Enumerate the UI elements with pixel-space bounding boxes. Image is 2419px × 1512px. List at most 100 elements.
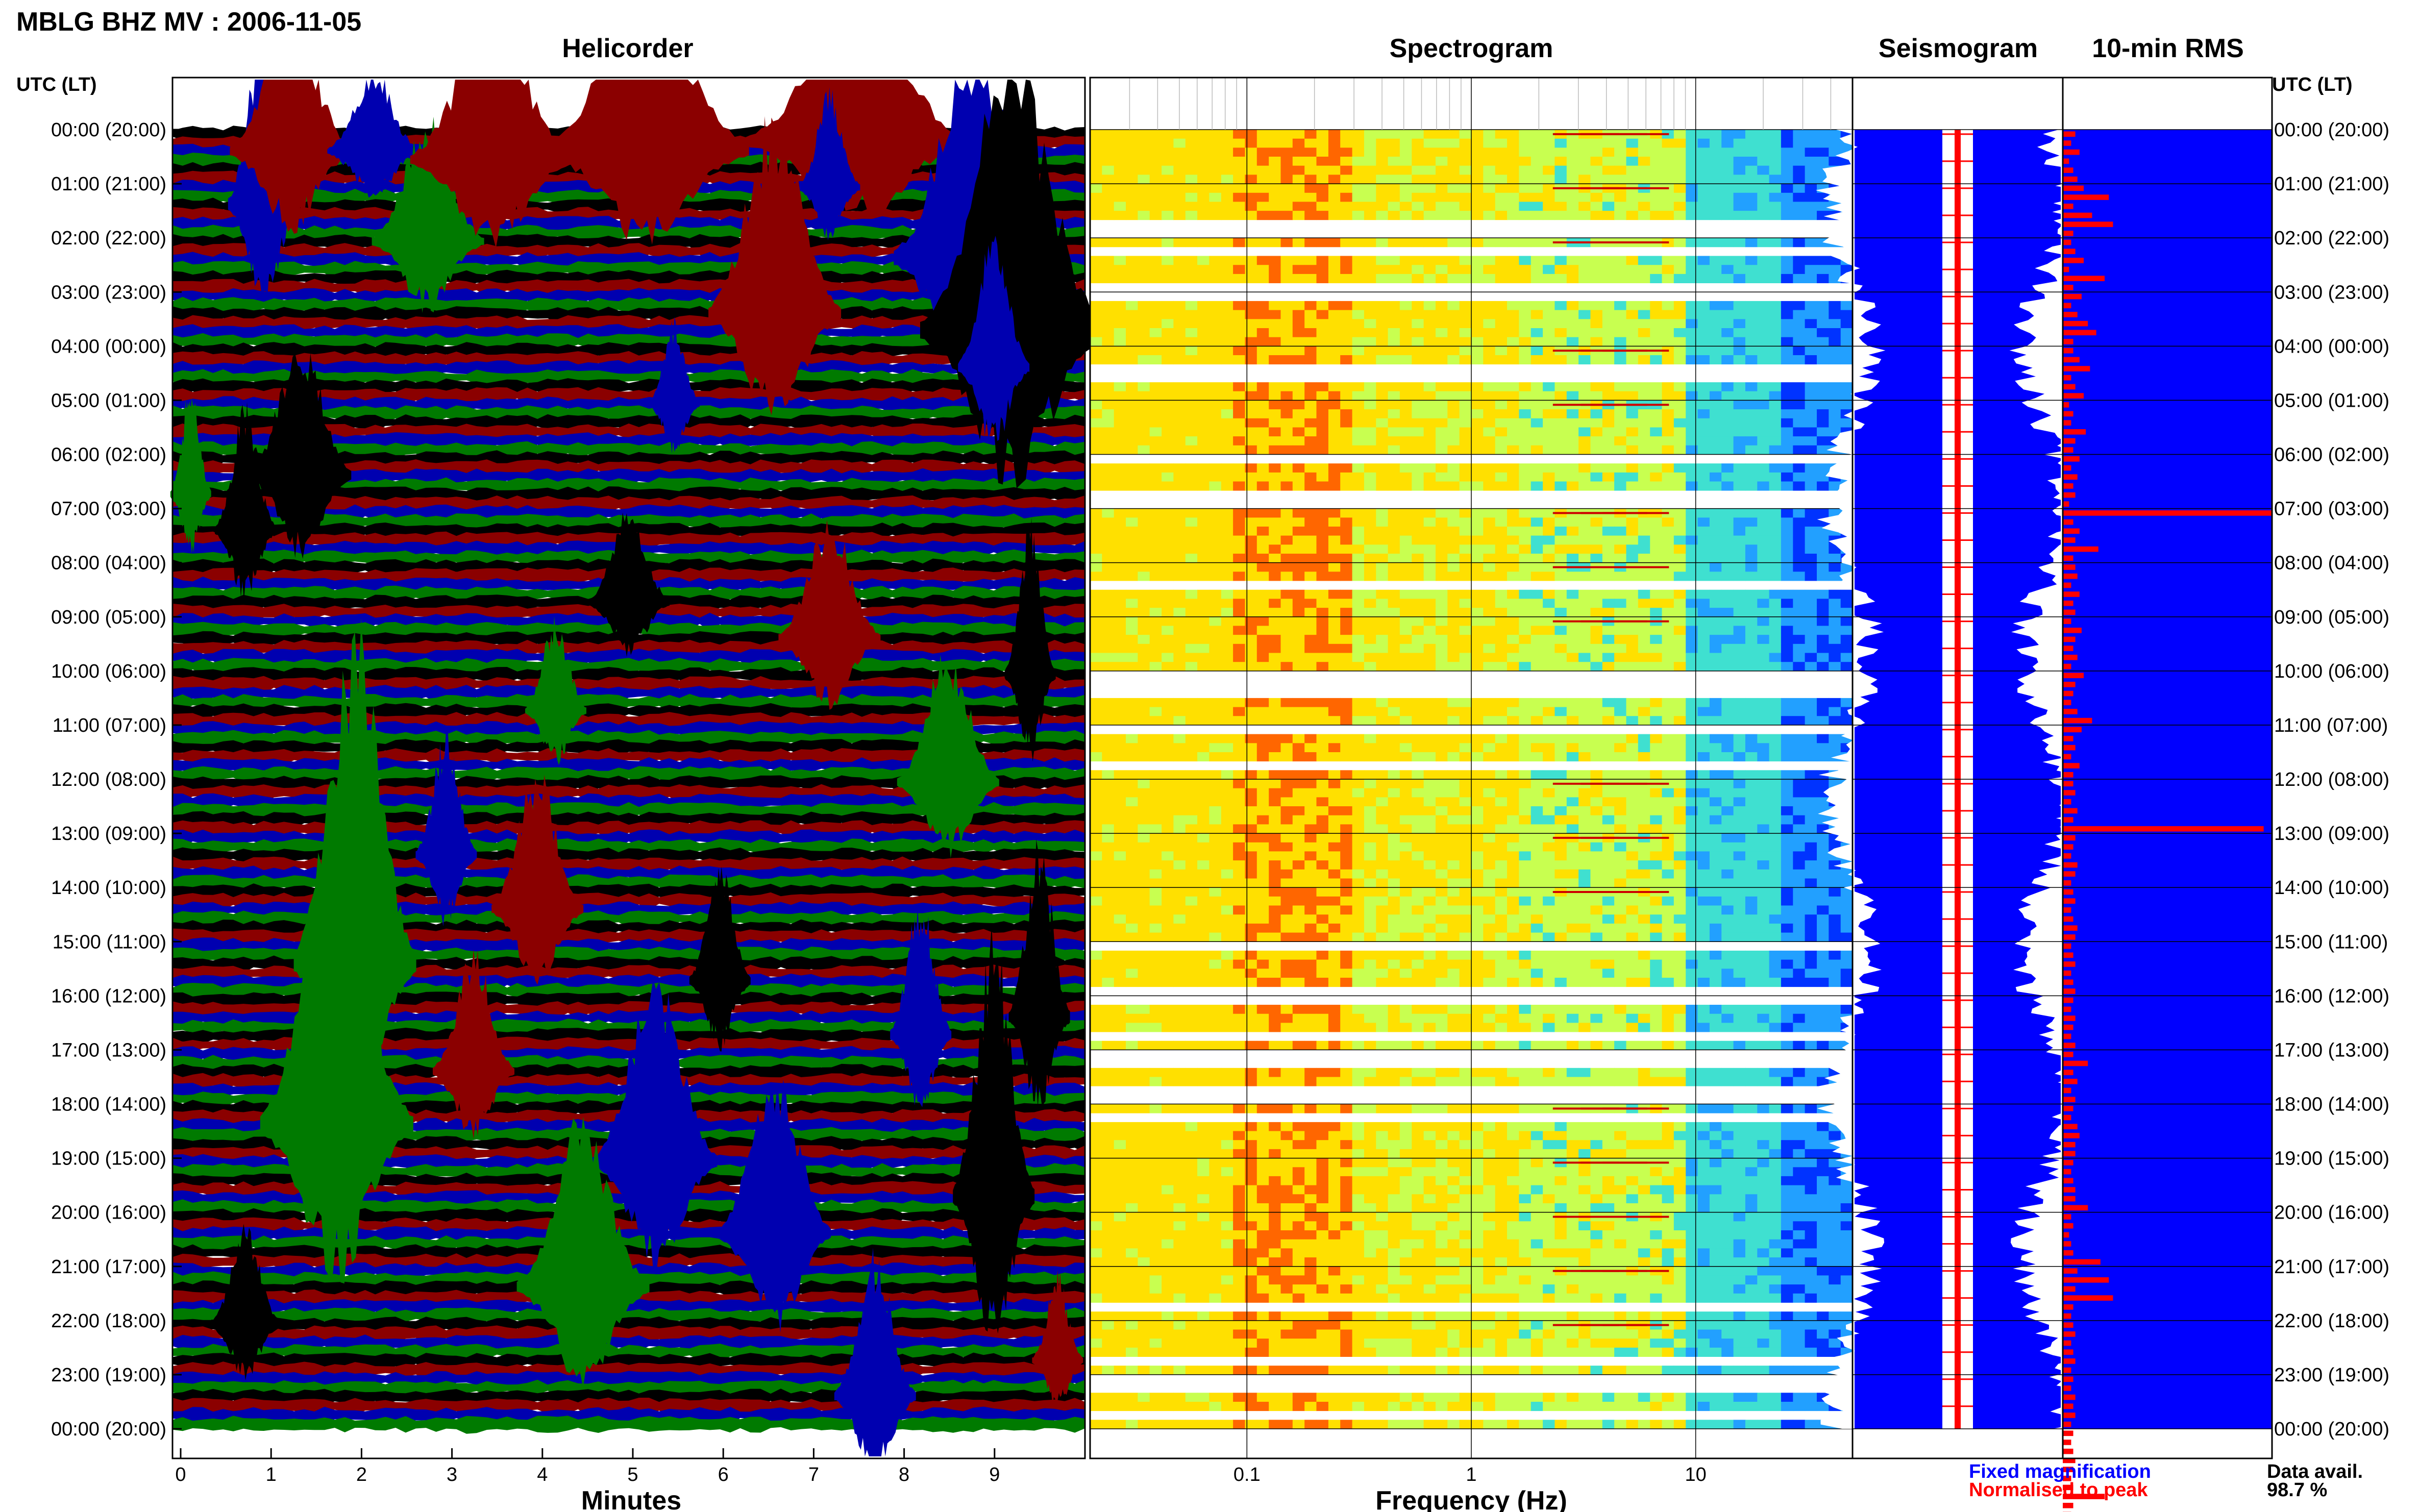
spectrogram-cell [1626, 211, 1639, 220]
spectrogram-cell [1376, 752, 1389, 762]
spectrogram-cell [1721, 698, 1734, 707]
spectrogram-cell [1507, 409, 1519, 419]
spectrogram-cell [1423, 797, 1436, 807]
spectrogram-cell [1614, 770, 1626, 780]
spectrogram-cell [1805, 175, 1817, 184]
spectrogram-cell [1376, 544, 1389, 554]
spectrogram-cell [1721, 409, 1734, 419]
spectrogram-cell [1245, 427, 1257, 437]
spectrogram-cell [1102, 355, 1115, 365]
spectrogram-cell [1614, 860, 1626, 870]
spectrogram-cell [1138, 616, 1150, 626]
spectrogram-cell [1126, 130, 1138, 139]
spectrogram-cell [1399, 860, 1412, 870]
spectrogram-cell [1209, 346, 1222, 356]
spectrogram-cell [1650, 896, 1663, 906]
spectrogram-cell [1197, 770, 1210, 780]
spectrogram-cell [1376, 554, 1389, 563]
spectrogram-cell [1614, 589, 1626, 599]
spectrogram-cell [1436, 391, 1448, 401]
spectrogram-cell [1650, 463, 1663, 473]
spectrogram-cell [1697, 923, 1710, 933]
spectrogram-cell [1269, 950, 1281, 960]
spectrogram-cell [1114, 887, 1126, 897]
spectrogram-cell [1519, 599, 1532, 608]
spectrogram-cell [1495, 157, 1508, 166]
spectrogram-cell [1185, 743, 1198, 753]
spectrogram-cell [1399, 833, 1412, 843]
spectrogram-cell [1543, 310, 1555, 319]
spectrogram-cell [1590, 770, 1603, 780]
spectrogram-cell [1233, 319, 1245, 329]
spectrogram-cell [1126, 328, 1138, 338]
spectrogram-cell [1769, 770, 1782, 780]
spectrogram-cell [1221, 481, 1233, 491]
spectrogram-cell [1245, 526, 1257, 536]
spectrogram-cell [1423, 138, 1436, 148]
spectrogram-cell [1102, 914, 1115, 924]
spectrogram-cell [1638, 698, 1650, 707]
spectrogram-cell [1340, 165, 1353, 175]
spectrogram-cell [1436, 472, 1448, 482]
spectrogram-cell [1436, 653, 1448, 662]
spectrogram-cell [1388, 824, 1400, 834]
spectrogram-cell [1090, 508, 1102, 518]
spectrogram-cell [1209, 643, 1222, 653]
spectrogram-cell [1269, 256, 1281, 265]
spectrogram-cell [1805, 635, 1817, 645]
spectrogram-cell [1793, 905, 1806, 915]
spectrogram-cell [1662, 472, 1674, 482]
spectrogram-cell [1650, 869, 1663, 879]
spectrogram-cell [1638, 427, 1650, 437]
spectrogram-cell [1459, 192, 1472, 202]
spectrogram-cell [1673, 851, 1686, 861]
spectrogram-cell [1364, 526, 1376, 536]
spectrogram-cell [1769, 698, 1782, 707]
spectrogram-cell [1280, 355, 1293, 365]
spectrogram-cell [1578, 734, 1591, 743]
spectrogram-cell [1531, 626, 1543, 635]
spectrogram-cell [1840, 653, 1853, 662]
spectrogram-cell [1817, 653, 1829, 662]
spectrogram-cell [1769, 608, 1782, 617]
spectrogram-cell [1114, 635, 1126, 645]
spectrogram-cell [1364, 517, 1376, 527]
spectrogram-cell [1495, 797, 1508, 807]
spectrogram-cell [1233, 418, 1245, 428]
spectrogram-cell [1197, 130, 1210, 139]
spectrogram-cell [1745, 445, 1758, 455]
spectrogram-cell [1364, 896, 1376, 906]
spectrogram-cell [1102, 328, 1115, 338]
spectrogram-cell [1554, 274, 1567, 283]
spectrogram-cell [1471, 626, 1484, 635]
spectrogram-cell [1102, 860, 1115, 870]
spectrogram-cell [1162, 337, 1174, 346]
spectrogram-cell [1364, 346, 1376, 356]
spectrogram-cell [1495, 337, 1508, 346]
spectrogram-cell [1709, 265, 1722, 275]
spectrogram-cell [1745, 355, 1758, 365]
spectrogram-cell [1614, 192, 1626, 202]
spectrogram-cell [1459, 328, 1472, 338]
spectrogram-cell [1364, 878, 1376, 888]
spectrogram-cell [1304, 707, 1317, 716]
spectrogram-cell [1459, 860, 1472, 870]
spectrogram-cell [1316, 851, 1329, 861]
spectrogram-cell [1602, 851, 1615, 861]
spectrogram-cell [1269, 472, 1281, 482]
spectrogram-cell [1126, 833, 1138, 843]
spectrogram-cell [1162, 274, 1174, 283]
spectrogram-cell [1316, 175, 1329, 184]
spectrogram-cell [1602, 310, 1615, 319]
spectrogram-cell [1793, 301, 1806, 310]
spectrogram-cell [1138, 833, 1150, 843]
spectrogram-cell [1102, 382, 1115, 392]
spectrogram-cell [1757, 572, 1770, 581]
spectrogram-cell [1436, 184, 1448, 193]
spectrogram-cell [1757, 337, 1770, 346]
spectrogram-cell [1090, 833, 1102, 843]
spectrogram-cell [1173, 779, 1186, 789]
spectrogram-cell [1304, 562, 1317, 572]
spectrogram-cell [1185, 157, 1198, 166]
spectrogram-cell [1733, 643, 1746, 653]
